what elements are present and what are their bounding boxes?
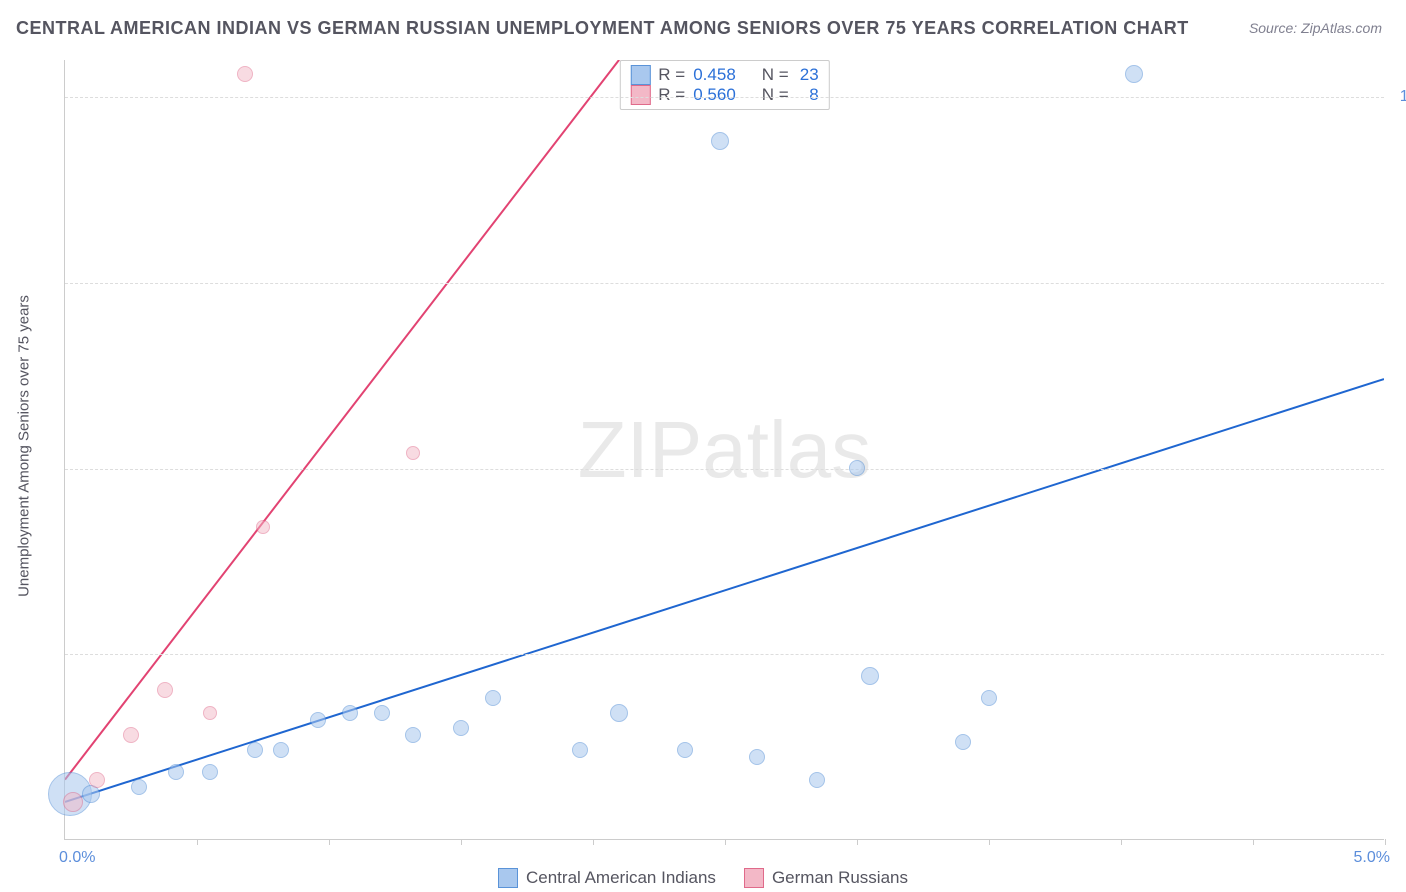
data-point: [273, 742, 289, 758]
data-point: [310, 712, 326, 728]
x-tick: [1121, 839, 1122, 845]
gridline: [65, 97, 1384, 98]
data-point: [203, 706, 217, 720]
data-point: [237, 66, 253, 82]
data-point: [168, 764, 184, 780]
legend-label: Central American Indians: [526, 868, 716, 888]
gridline: [65, 283, 1384, 284]
data-point: [256, 520, 270, 534]
y-tick-label: 100.0%: [1394, 88, 1406, 106]
series-legend: Central American Indians German Russians: [498, 868, 908, 888]
x-tick: [989, 839, 990, 845]
x-tick: [197, 839, 198, 845]
trend-lines: [65, 60, 1384, 839]
legend-swatch: [498, 868, 518, 888]
y-tick-label: 25.0%: [1394, 645, 1406, 663]
data-point: [374, 705, 390, 721]
r-value: 0.560: [693, 85, 736, 105]
n-value: 23: [797, 65, 819, 85]
legend-swatch: [630, 85, 650, 105]
data-point: [572, 742, 588, 758]
watermark-thin: atlas: [702, 405, 871, 494]
x-tick: [1253, 839, 1254, 845]
data-point: [406, 446, 420, 460]
x-tick-right: 5.0%: [1354, 849, 1390, 867]
y-axis-label: Unemployment Among Seniors over 75 years: [16, 295, 33, 597]
data-point: [63, 792, 83, 812]
watermark-bold: ZIP: [578, 405, 702, 494]
chart-title: CENTRAL AMERICAN INDIAN VS GERMAN RUSSIA…: [16, 18, 1189, 39]
data-point: [453, 720, 469, 736]
r-label: R =: [658, 65, 685, 85]
x-tick: [1385, 839, 1386, 845]
x-tick: [329, 839, 330, 845]
data-point: [955, 734, 971, 750]
data-point: [861, 667, 879, 685]
x-tick: [725, 839, 726, 845]
data-point: [809, 772, 825, 788]
y-tick-label: 50.0%: [1394, 460, 1406, 478]
data-point: [1125, 65, 1143, 83]
data-point: [157, 682, 173, 698]
y-tick-label: 75.0%: [1394, 274, 1406, 292]
gridline: [65, 654, 1384, 655]
r-value: 0.458: [693, 65, 736, 85]
watermark: ZIPatlas: [578, 404, 871, 496]
data-point: [89, 772, 105, 788]
data-point: [342, 705, 358, 721]
x-tick: [857, 839, 858, 845]
data-point: [202, 764, 218, 780]
legend-label: German Russians: [772, 868, 908, 888]
gridline: [65, 469, 1384, 470]
data-point: [610, 704, 628, 722]
source-label: Source: ZipAtlas.com: [1249, 20, 1382, 36]
data-point: [485, 690, 501, 706]
data-point: [849, 460, 865, 476]
legend-row: R = 0.458 N = 23: [630, 65, 818, 85]
correlation-legend: R = 0.458 N = 23 R = 0.560 N = 8: [619, 60, 829, 110]
data-point: [677, 742, 693, 758]
x-tick: [593, 839, 594, 845]
legend-swatch: [744, 868, 764, 888]
data-point: [131, 779, 147, 795]
n-value: 8: [797, 85, 819, 105]
data-point: [82, 785, 100, 803]
n-label: N =: [762, 65, 789, 85]
legend-swatch: [630, 65, 650, 85]
legend-item: German Russians: [744, 868, 908, 888]
plot-area: ZIPatlas R =0.458N =23R =0.560N =8 0.0% …: [64, 60, 1384, 840]
data-point: [749, 749, 765, 765]
legend-row: R = 0.560 N = 8: [630, 85, 818, 105]
n-label: N =: [762, 85, 789, 105]
data-point: [123, 727, 139, 743]
data-point: [405, 727, 421, 743]
data-point: [247, 742, 263, 758]
x-tick: [461, 839, 462, 845]
data-point: [981, 690, 997, 706]
r-label: R =: [658, 85, 685, 105]
data-point: [711, 132, 729, 150]
x-tick-left: 0.0%: [59, 849, 95, 867]
legend-item: Central American Indians: [498, 868, 716, 888]
